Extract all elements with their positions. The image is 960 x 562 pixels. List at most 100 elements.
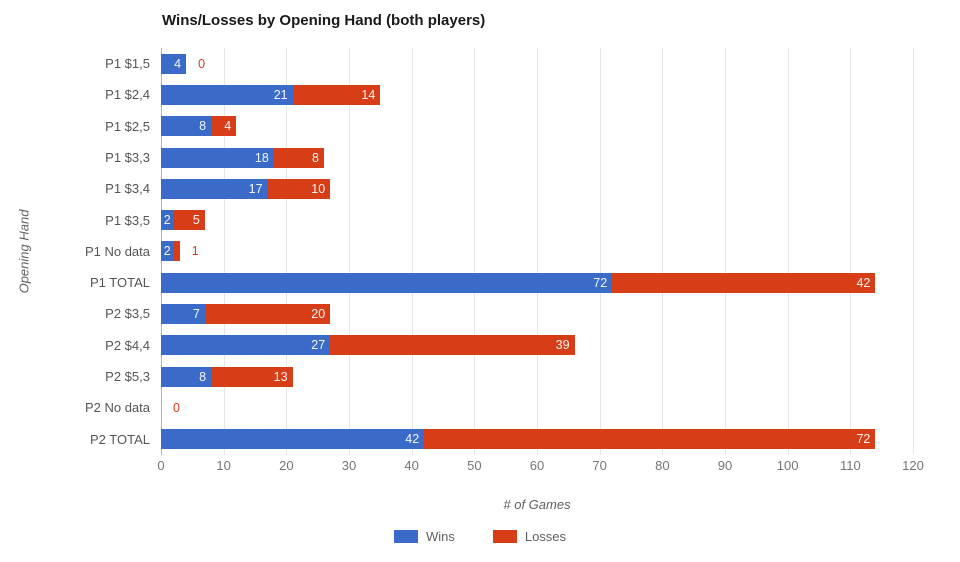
wins-bar-segment[interactable]: 18 — [161, 147, 274, 168]
x-axis-title: # of Games — [503, 497, 571, 512]
value-label-inside: 2 — [163, 244, 171, 259]
losses-bar-segment[interactable]: 72 — [424, 429, 876, 450]
wins-bar-segment[interactable]: 8 — [161, 366, 212, 387]
bar-track: 17 10 — [161, 178, 960, 199]
x-tick-label: 90 — [717, 458, 733, 473]
legend: Wins Losses — [0, 529, 960, 544]
x-tick-label: 10 — [216, 458, 231, 473]
category-label: P2 No data — [84, 400, 150, 416]
category-label: P2 $3,5 — [105, 306, 150, 322]
value-label-inside: 13 — [273, 369, 288, 384]
losses-bar-segment[interactable]: 8 — [273, 147, 324, 168]
x-tick-label: 100 — [776, 458, 799, 473]
category-label: P2 $5,3 — [105, 369, 150, 385]
category-label: P2 TOTAL — [90, 431, 150, 447]
losses-bar-segment[interactable] — [173, 241, 180, 262]
bar-row: P1 No data 2 1 — [0, 236, 960, 267]
gridline — [599, 48, 601, 455]
x-tick-label: 30 — [341, 458, 357, 473]
wins-bar-segment[interactable]: 42 — [161, 429, 425, 450]
bar-rows: P1 $1,5 4 0 P1 $2,4 21 14 P1 $2,5 8 4 P1 $3,3 18 8 P… — [0, 48, 960, 455]
bar-track: 18 8 — [161, 147, 960, 168]
losses-bar-segment[interactable]: 39 — [330, 335, 575, 356]
wins-bar-segment[interactable]: 27 — [161, 335, 331, 356]
bar-row: P2 $3,5 7 20 — [0, 298, 960, 329]
gridline — [662, 48, 664, 455]
bar-track: 27 39 — [161, 335, 960, 356]
value-label-outside: 0 — [198, 56, 206, 71]
gridline — [223, 48, 225, 455]
wins-bar-segment[interactable]: 8 — [161, 116, 212, 137]
value-label-inside: 8 — [311, 150, 319, 165]
bar-row: P2 No data 0 — [0, 392, 960, 423]
losses-bar-segment[interactable]: 14 — [292, 84, 381, 105]
value-label-inside: 27 — [311, 338, 326, 353]
value-label-inside: 72 — [593, 275, 608, 290]
value-label-inside: 14 — [361, 87, 376, 102]
legend-label-losses: Losses — [524, 529, 567, 544]
bar-row: P2 $4,4 27 39 — [0, 330, 960, 361]
losses-bar-segment[interactable]: 10 — [267, 178, 331, 199]
category-label: P1 $3,3 — [105, 149, 150, 165]
value-label-inside: 17 — [248, 181, 263, 196]
value-label-inside: 4 — [174, 56, 182, 71]
losses-bar-segment[interactable]: 20 — [204, 304, 331, 325]
bar-track: 42 72 — [161, 429, 960, 450]
bar-row: P2 TOTAL 42 72 — [0, 424, 960, 455]
wins-bar-segment[interactable]: 72 — [161, 272, 613, 293]
value-label-inside: 2 — [163, 213, 171, 228]
gridline — [913, 48, 914, 455]
wins-bar-segment[interactable]: 2 — [161, 210, 174, 231]
legend-label-wins: Wins — [425, 529, 455, 544]
losses-bar-segment[interactable]: 5 — [173, 210, 205, 231]
gridline — [349, 48, 350, 455]
x-tick-label: 50 — [467, 458, 482, 473]
x-tick-label: 120 — [902, 458, 924, 473]
bar-row: P1 $2,5 8 4 — [0, 111, 960, 142]
bar-row: P2 $5,3 8 13 — [0, 361, 960, 392]
category-label: P2 $4,4 — [105, 337, 150, 353]
wins-bar-segment[interactable]: 17 — [161, 178, 268, 199]
legend-item-losses[interactable]: Losses — [492, 529, 567, 544]
gridline — [787, 48, 789, 455]
x-tick-label: 40 — [404, 458, 419, 473]
category-label: P1 $2,5 — [105, 118, 150, 134]
bar-row: P1 $3,5 2 5 — [0, 205, 960, 236]
value-label-inside: 42 — [856, 275, 871, 290]
x-tick-label: 20 — [279, 458, 294, 473]
value-label-outside: 0 — [173, 401, 180, 416]
value-label-inside: 5 — [192, 213, 200, 228]
wins-bar-segment[interactable]: 4 — [161, 53, 187, 74]
x-tick-label: 70 — [592, 458, 607, 473]
value-label-inside: 21 — [273, 87, 288, 102]
legend-item-wins[interactable]: Wins — [393, 529, 455, 544]
category-label: P1 $3,4 — [105, 181, 150, 197]
x-tick-label: 60 — [529, 458, 545, 473]
losses-bar-segment[interactable]: 13 — [211, 366, 293, 387]
x-tick-label: 110 — [839, 458, 861, 473]
wins-bar-segment[interactable]: 21 — [161, 84, 293, 105]
bar-row: P1 $3,3 18 8 — [0, 142, 960, 173]
wins-bar-segment[interactable]: 7 — [161, 304, 205, 325]
value-label-inside: 8 — [199, 369, 207, 384]
value-label-outside: 1 — [191, 244, 199, 259]
value-label-inside: 7 — [192, 307, 200, 322]
gridline — [537, 48, 538, 455]
value-label-inside: 42 — [405, 432, 420, 447]
bar-track: 7 20 — [161, 304, 960, 325]
gridline — [725, 48, 726, 455]
losses-bar-segment[interactable]: 42 — [612, 272, 876, 293]
value-label-inside: 4 — [224, 119, 232, 134]
wins-bar-segment[interactable]: 2 — [161, 241, 174, 262]
gridline — [850, 48, 852, 455]
bar-row: P1 $3,4 17 10 — [0, 173, 960, 204]
category-label: P1 $3,5 — [105, 212, 150, 228]
losses-bar-segment[interactable]: 4 — [211, 116, 237, 137]
bar-track: 72 42 — [161, 272, 960, 293]
gridline — [286, 48, 288, 455]
category-label: P1 $2,4 — [105, 87, 150, 103]
